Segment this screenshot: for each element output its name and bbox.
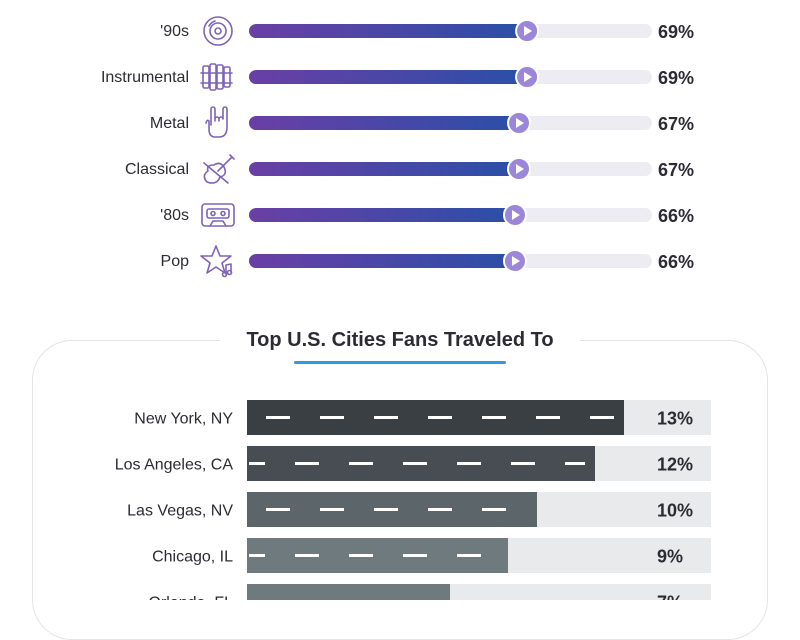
road-lane-dashes	[266, 416, 614, 419]
genre-label: Metal	[150, 115, 189, 132]
play-icon	[516, 118, 525, 128]
play-icon	[524, 26, 533, 36]
genre-label: Pop	[161, 253, 190, 270]
city-value: 13%	[657, 409, 693, 429]
rock-hand-icon	[205, 106, 228, 138]
city-value: 12%	[657, 455, 693, 475]
genre-bar	[249, 208, 515, 222]
play-icon	[511, 210, 520, 220]
genre-row: '90s 69%	[160, 16, 694, 46]
city-label: Los Angeles, CA	[115, 457, 234, 474]
genre-value: 66%	[658, 252, 694, 272]
cassette-icon	[201, 203, 235, 227]
city-value: 10%	[657, 501, 693, 521]
violin-icon	[203, 154, 235, 184]
genre-label: '80s	[160, 207, 189, 224]
city-row: New York, NY 13%	[134, 400, 711, 435]
genre-label: '90s	[160, 23, 189, 40]
genre-label: Instrumental	[101, 69, 189, 86]
city-row: Los Angeles, CA 12%	[115, 446, 711, 481]
genre-value: 67%	[658, 114, 694, 134]
genre-row: Instrumental 69%	[101, 63, 694, 91]
city-row: Chicago, IL 9%	[152, 538, 711, 573]
road-lane-dashes	[249, 554, 481, 557]
genre-value: 69%	[658, 68, 694, 88]
city-row: Orlando, FL 7%	[149, 584, 711, 600]
road-lane-dashes	[266, 508, 506, 511]
genre-bar	[249, 70, 528, 84]
genre-row: Classical 67%	[125, 154, 694, 184]
genre-bar	[249, 254, 515, 268]
title-underline	[294, 361, 506, 364]
city-row: Las Vegas, NV 10%	[127, 492, 711, 527]
genre-bar	[249, 162, 520, 176]
cd-disc-icon	[203, 16, 233, 46]
xylophone-icon	[200, 63, 233, 91]
city-chart: New York, NY 13% Los Angeles, CA 12% Las Veg…	[115, 400, 711, 600]
genre-row: '80s 66%	[160, 203, 694, 227]
city-label: Orlando, FL	[149, 595, 234, 601]
city-value: 7%	[657, 593, 683, 601]
play-icon	[511, 256, 520, 266]
road-lane-dashes	[249, 462, 585, 465]
genre-value: 69%	[658, 22, 694, 42]
genre-row: Metal 67%	[150, 106, 694, 138]
city-label: New York, NY	[134, 411, 233, 428]
play-icon	[516, 164, 525, 174]
play-icon	[524, 72, 533, 82]
genre-chart: '90s 69% Instrumental 69% Metal 67% Classical 6…	[101, 16, 694, 278]
genre-value: 66%	[658, 206, 694, 226]
genre-label: Classical	[125, 161, 189, 178]
city-label: Las Vegas, NV	[127, 503, 233, 520]
genre-bar	[249, 24, 528, 38]
city-bar	[247, 584, 450, 600]
city-label: Chicago, IL	[152, 549, 233, 566]
genre-row: Pop 66%	[161, 245, 694, 278]
star-music-icon	[200, 245, 233, 278]
genre-value: 67%	[658, 160, 694, 180]
genre-bar	[249, 116, 520, 130]
city-value: 9%	[657, 547, 683, 567]
